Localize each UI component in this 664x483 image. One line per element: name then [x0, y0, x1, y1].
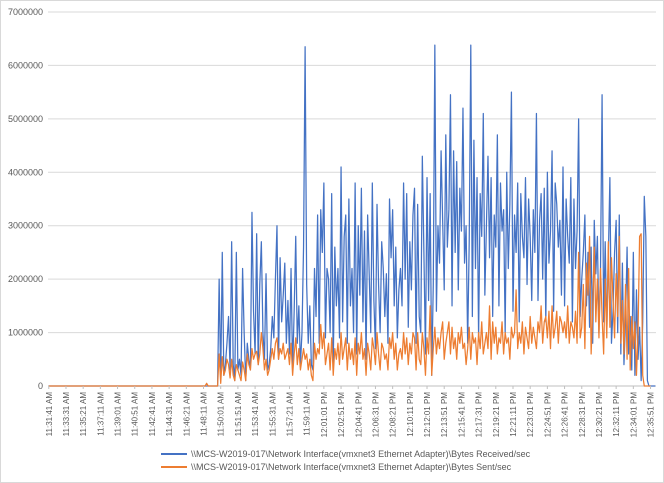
x-tick-label: 11:42:41 AM [148, 392, 157, 437]
x-axis-tick-labels: 11:31:41 AM 11:33:31 AM 11:35:21 AM 11:37:1… [45, 386, 656, 438]
y-tick-label: 4000000 [8, 167, 43, 177]
x-tick-label: 11:53:41 AM [251, 392, 260, 437]
x-tick-label: 12:02:51 PM [337, 392, 346, 438]
x-tick-label: 11:48:11 AM [200, 392, 209, 436]
y-tick-label: 1000000 [8, 328, 43, 338]
x-tick-label: 11:57:21 AM [285, 392, 294, 437]
y-tick-label: 3000000 [8, 221, 43, 231]
x-tick-label: 11:33:31 AM [62, 392, 71, 437]
x-tick-label: 12:15:41 PM [457, 392, 466, 438]
x-tick-label: 12:32:11 PM [612, 392, 621, 437]
x-tick-label: 11:46:21 AM [182, 392, 191, 437]
y-axis-tick-labels: 0 1000000 2000000 3000000 4000000 5000000 6000… [8, 7, 43, 391]
x-tick-label: 12:01:01 PM [320, 392, 329, 438]
x-tick-label: 12:24:51 PM [543, 392, 552, 438]
x-tick-label: 12:30:21 PM [595, 392, 604, 438]
x-tick-label: 12:21:11 PM [509, 392, 518, 437]
x-tick-label: 11:39:01 AM [114, 392, 123, 437]
x-tick-label: 12:34:01 PM [629, 392, 638, 438]
x-tick-label: 12:35:51 PM [647, 392, 656, 438]
series-lines [48, 44, 656, 387]
x-tick-label: 12:26:41 PM [561, 392, 570, 438]
legend: \\MCS-W2019-017\Network Interface(vmxnet… [161, 449, 531, 472]
x-tick-label: 12:28:31 PM [578, 392, 587, 438]
x-tick-label: 11:59:11 AM [303, 392, 312, 436]
x-tick-label: 12:06:31 PM [371, 392, 380, 438]
x-tick-label: 11:50:01 AM [217, 392, 226, 437]
y-tick-label: 7000000 [8, 7, 43, 17]
x-tick-label: 11:55:31 AM [268, 392, 277, 437]
x-tick-label: 11:31:41 AM [45, 392, 54, 437]
x-tick-label: 12:08:21 PM [389, 392, 398, 438]
y-tick-label: 2000000 [8, 274, 43, 284]
x-tick-label: 11:40:51 AM [131, 392, 140, 437]
x-tick-label: 11:51:51 AM [234, 392, 243, 437]
x-tick-label: 12:10:11 PM [406, 392, 415, 437]
y-tick-label: 0 [38, 381, 43, 391]
x-tick-label: 12:13:51 PM [440, 392, 449, 438]
x-tick-label: 12:19:21 PM [492, 392, 501, 438]
series-line-bytes-sent [48, 233, 651, 387]
y-tick-label: 5000000 [8, 114, 43, 124]
x-tick-label: 12:17:31 PM [475, 392, 484, 438]
legend-label: \\MCS-W2019-017\Network Interface(vmxnet… [191, 462, 512, 472]
series-line-bytes-received [48, 44, 656, 387]
x-tick-label: 11:35:21 AM [79, 392, 88, 437]
x-tick-label: 12:23:01 PM [526, 392, 535, 438]
y-tick-label: 6000000 [8, 60, 43, 70]
x-tick-label: 11:44:31 AM [165, 392, 174, 437]
x-tick-label: 11:37:11 AM [96, 392, 105, 436]
x-tick-label: 12:04:41 PM [354, 392, 363, 438]
x-tick-label: 12:12:01 PM [423, 392, 432, 438]
legend-label: \\MCS-W2019-017\Network Interface(vmxnet… [191, 449, 531, 459]
